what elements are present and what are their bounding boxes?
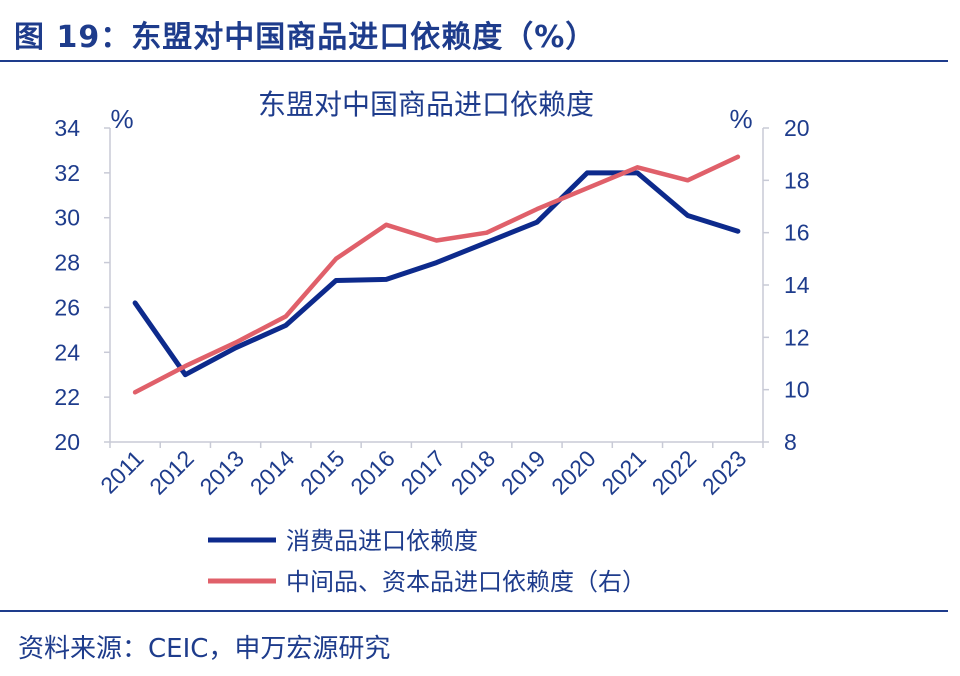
- bottom-rule: [0, 610, 948, 612]
- right-tick-label: 16: [784, 220, 810, 246]
- top-rule: [0, 60, 948, 62]
- consumer-goods-line: [132, 170, 741, 378]
- intermediate-capital-goods-line: [132, 154, 741, 395]
- x-tick-label: 2012: [144, 445, 199, 500]
- x-tick-label: 2017: [395, 445, 450, 500]
- left-tick-label: 30: [54, 205, 80, 231]
- left-tick-label: 24: [54, 339, 80, 365]
- left-axis-unit: %: [110, 104, 133, 134]
- x-tick-label: 2019: [496, 445, 551, 500]
- x-tick-label: 2013: [195, 445, 250, 500]
- right-tick-label: 20: [784, 115, 810, 141]
- x-tick-label: 2014: [245, 445, 300, 500]
- figure-title: 图 19：东盟对中国商品进口依赖度（%）: [14, 20, 597, 55]
- right-tick-label: 14: [784, 272, 810, 298]
- left-tick-label: 28: [54, 250, 80, 276]
- x-tick-label: 2022: [647, 445, 702, 500]
- x-tick-label: 2021: [596, 445, 651, 500]
- right-tick-label: 10: [784, 377, 810, 403]
- x-tick-label: 2023: [697, 445, 752, 500]
- right-axis-unit: %: [729, 104, 752, 134]
- right-tick-label: 12: [784, 324, 810, 350]
- right-tick-label: 8: [784, 429, 797, 455]
- left-tick-label: 34: [54, 115, 80, 141]
- chart-title: 东盟对中国商品进口依赖度: [258, 88, 594, 121]
- right-tick-label: 18: [784, 167, 810, 193]
- left-tick-label: 32: [54, 160, 80, 186]
- x-tick-label: 2018: [446, 445, 501, 500]
- x-tick-label: 2020: [546, 445, 601, 500]
- x-tick-label: 2011: [95, 445, 148, 498]
- left-tick-label: 20: [54, 429, 80, 455]
- chart: 东盟对中国商品进口依赖度 % % 20222426283032348101214…: [54, 88, 810, 596]
- x-tick-label: 2015: [295, 445, 350, 500]
- left-tick-label: 22: [54, 384, 80, 410]
- x-tick-label: 2016: [345, 445, 400, 500]
- left-tick-label: 26: [54, 294, 80, 320]
- source-note: 资料来源：CEIC，申万宏源研究: [18, 634, 391, 664]
- legend-label-intermediate: 中间品、资本品进口依赖度（右）: [286, 568, 646, 596]
- legend-label-consumer: 消费品进口依赖度: [286, 527, 478, 555]
